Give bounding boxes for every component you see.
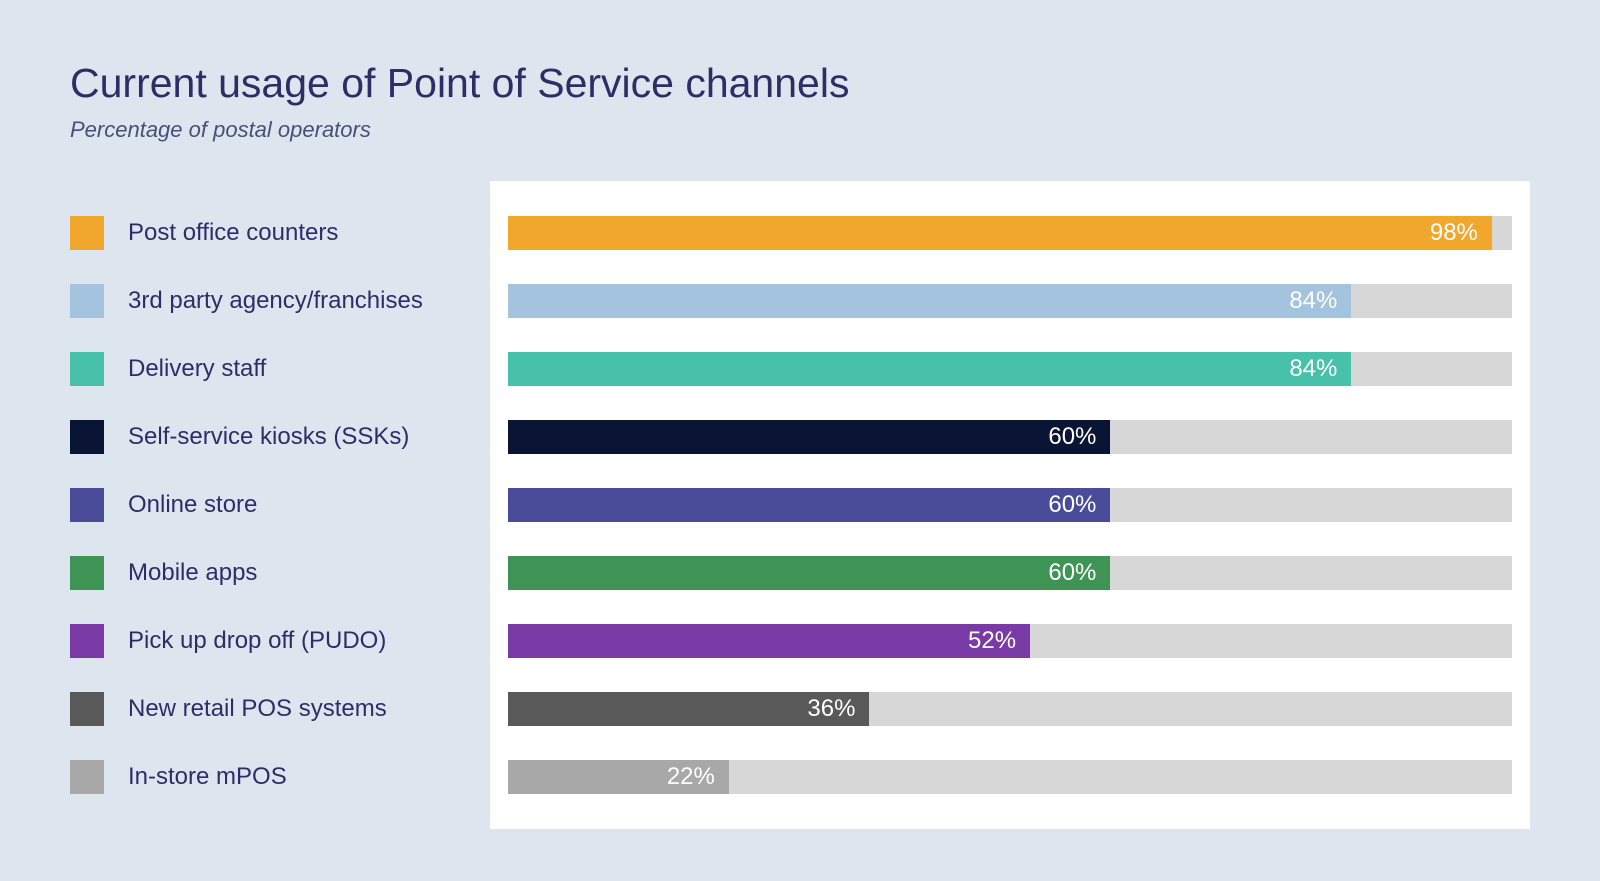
legend-label: In-store mPOS [128,763,287,791]
bar-fill: 84% [508,352,1351,386]
bar-value-label: 84% [1289,287,1337,315]
legend-item: Online store [70,471,490,539]
bar-track: 22% [508,760,1512,794]
legend-label: New retail POS systems [128,695,387,723]
chart-subtitle: Percentage of postal operators [70,117,1530,143]
bar-value-label: 60% [1048,423,1096,451]
bar-track: 84% [508,284,1512,318]
legend-item: 3rd party agency/franchises [70,267,490,335]
bar-row: 98% [508,199,1512,267]
bar-fill: 60% [508,420,1110,454]
chart-page: Current usage of Point of Service channe… [0,0,1600,881]
bar-row: 22% [508,743,1512,811]
legend-item: Self-service kiosks (SSKs) [70,403,490,471]
legend-swatch [70,624,104,658]
bar-value-label: 98% [1430,219,1478,247]
chart-title: Current usage of Point of Service channe… [70,60,1530,107]
bar-track: 60% [508,556,1512,590]
bar-fill: 36% [508,692,869,726]
legend-swatch [70,352,104,386]
bar-track: 52% [508,624,1512,658]
bar-fill: 84% [508,284,1351,318]
bar-value-label: 60% [1048,559,1096,587]
bar-value-label: 52% [968,627,1016,655]
bar-row: 52% [508,607,1512,675]
legend-item: Delivery staff [70,335,490,403]
bar-row: 60% [508,539,1512,607]
bar-row: 36% [508,675,1512,743]
legend-label: Online store [128,491,257,519]
legend-item: New retail POS systems [70,675,490,743]
bar-fill: 60% [508,556,1110,590]
bar-row: 84% [508,335,1512,403]
bar-track: 60% [508,420,1512,454]
legend-item: In-store mPOS [70,743,490,811]
legend-label: 3rd party agency/franchises [128,287,423,315]
legend-label: Self-service kiosks (SSKs) [128,423,409,451]
legend-label: Mobile apps [128,559,257,587]
bar-value-label: 36% [807,695,855,723]
bar-track: 84% [508,352,1512,386]
legend-label: Post office counters [128,219,338,247]
chart-panel: 98% 84% 84% 60% 60% 60% 52% 36% 22% [490,181,1530,829]
legend-swatch [70,216,104,250]
bar-row: 60% [508,403,1512,471]
chart-legend: Post office counters 3rd party agency/fra… [70,181,490,811]
legend-item: Pick up drop off (PUDO) [70,607,490,675]
legend-swatch [70,760,104,794]
legend-swatch [70,284,104,318]
legend-swatch [70,556,104,590]
chart-content: Post office counters 3rd party agency/fra… [70,181,1530,829]
bar-fill: 22% [508,760,729,794]
legend-label: Pick up drop off (PUDO) [128,627,386,655]
bar-track: 60% [508,488,1512,522]
bar-value-label: 84% [1289,355,1337,383]
bar-value-label: 22% [667,763,715,791]
legend-swatch [70,692,104,726]
legend-item: Mobile apps [70,539,490,607]
bar-fill: 60% [508,488,1110,522]
bar-track: 36% [508,692,1512,726]
bar-fill: 52% [508,624,1030,658]
bar-track: 98% [508,216,1512,250]
legend-swatch [70,488,104,522]
legend-label: Delivery staff [128,355,266,383]
bar-fill: 98% [508,216,1492,250]
bar-row: 84% [508,267,1512,335]
bar-row: 60% [508,471,1512,539]
legend-item: Post office counters [70,199,490,267]
bar-value-label: 60% [1048,491,1096,519]
legend-swatch [70,420,104,454]
